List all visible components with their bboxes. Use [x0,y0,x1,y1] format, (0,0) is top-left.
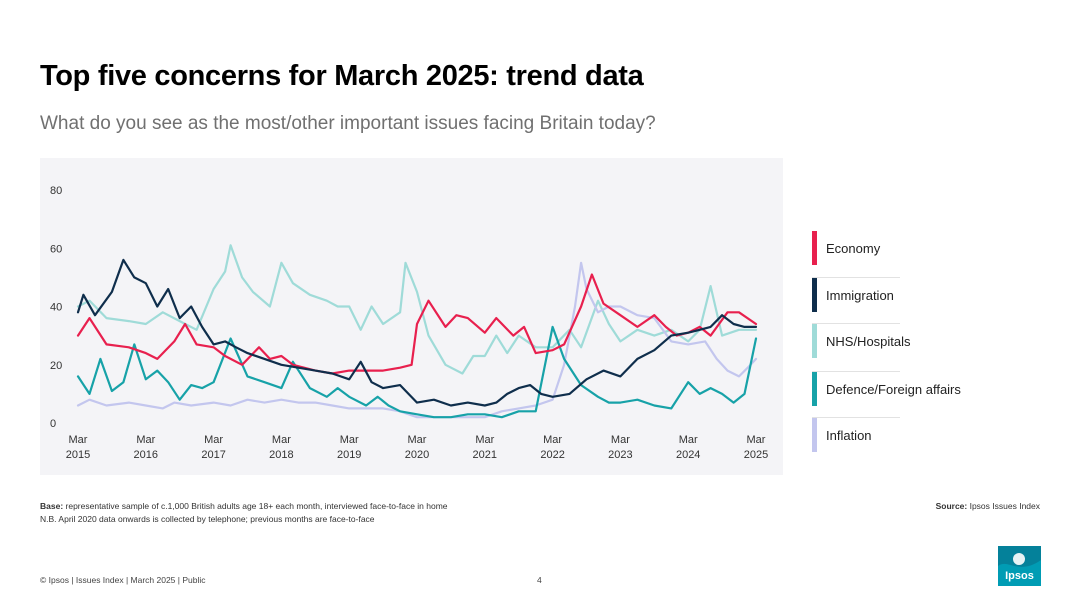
x-tick-month: Mar [747,434,766,446]
legend-item-immigration: Immigration [812,278,900,312]
base-text: representative sample of c.1,000 British… [63,501,448,511]
page-title: Top five concerns for March 2025: trend … [40,60,644,92]
x-tick-year: 2016 [134,449,158,461]
legend-swatch-nhs [812,324,817,358]
page-number: 4 [537,575,542,585]
x-tick-month: Mar [136,434,155,446]
method-note: N.B. April 2020 data onwards is collecte… [40,514,375,524]
legend-item-defence: Defence/Foreign affairs [812,372,961,406]
legend-swatch-defence [812,372,817,406]
source-text: Ipsos Issues Index [967,501,1040,511]
series-line-immigration [76,258,758,407]
chart-legend: Economy Immigration NHS/Hospitals Defenc… [812,0,1062,475]
x-tick-year: 2020 [405,449,429,461]
x-tick-year: 2021 [473,449,497,461]
legend-divider [812,277,900,278]
series-line-defence [76,325,758,419]
x-tick-year: 2023 [608,449,632,461]
x-tick-year: 2024 [676,449,700,461]
y-tick-label: 60 [50,243,62,255]
legend-label-immigration: Immigration [826,288,894,303]
legend-divider [812,371,900,372]
footer-text: © Ipsos | Issues Index | March 2025 | Pu… [40,575,206,585]
x-tick-year: 2019 [337,449,361,461]
ipsos-logo: Ipsos [998,546,1041,586]
base-label: Base: [40,501,64,511]
x-tick-month: Mar [408,434,427,446]
logo-shape [998,546,1041,586]
logo-dot [1013,553,1025,565]
x-tick-month: Mar [340,434,359,446]
x-tick-month: Mar [204,434,223,446]
x-tick-year: 2018 [269,449,293,461]
chart-panel: 0 20 40 60 80 Mar 2015 Mar 2016 Mar 2017 Mar 2018 Mar… [40,158,783,475]
y-tick-label: 40 [50,302,62,314]
line-chart: 0 20 40 60 80 Mar 2015 Mar 2016 Mar 2017 Mar 2018 Mar… [50,185,768,461]
base-note: Base: representative sample of c.1,000 B… [40,501,448,511]
legend-label-defence: Defence/Foreign affairs [826,382,961,397]
legend-label-inflation: Inflation [826,428,872,443]
series-line-economy [76,273,758,375]
x-tick-month: Mar [611,434,630,446]
y-tick-label: 80 [50,185,62,197]
legend-label-nhs: NHS/Hospitals [826,334,911,349]
source-label: Source: [935,501,968,511]
legend-swatch-immigration [812,278,817,312]
y-tick-label: 20 [50,360,62,372]
source-note: Source: Ipsos Issues Index [936,501,1040,511]
legend-label-economy: Economy [826,241,881,256]
legend-item-economy: Economy [812,231,900,265]
legend-divider [812,417,900,418]
series-line-inflation [76,261,758,419]
legend-swatch-economy [812,231,817,265]
x-tick-year: 2022 [540,449,564,461]
x-tick-month: Mar [543,434,562,446]
legend-divider [812,323,900,324]
series-line-nhs [76,244,758,375]
y-tick-label: 0 [50,418,56,430]
x-tick-year: 2015 [66,449,90,461]
legend-item-inflation: Inflation [812,418,900,452]
legend-swatch-inflation [812,418,817,452]
logo-text: Ipsos [1005,570,1034,582]
x-tick-year: 2025 [744,449,768,461]
legend-item-nhs: NHS/Hospitals [812,324,911,358]
x-tick-year: 2017 [201,449,225,461]
x-tick-month: Mar [475,434,494,446]
x-tick-month: Mar [679,434,698,446]
x-tick-month: Mar [69,434,88,446]
x-tick-month: Mar [272,434,291,446]
page-subtitle: What do you see as the most/other import… [40,113,656,134]
